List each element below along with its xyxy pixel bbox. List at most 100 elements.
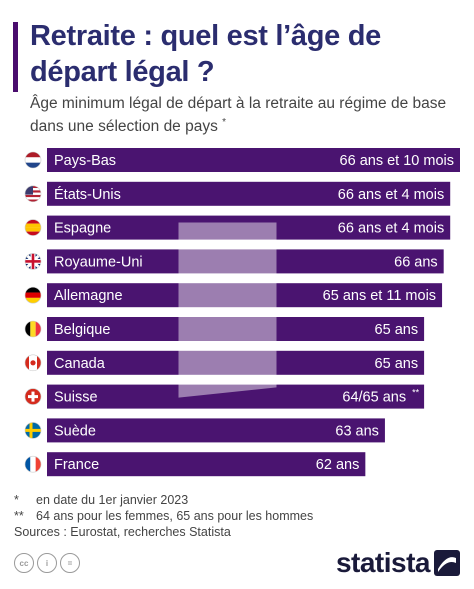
- bar-row: Pays-Bas 66 ans et 10 mois: [24, 148, 460, 172]
- value-label: 62 ans: [316, 457, 360, 473]
- bar-row: Royaume-Uni 66 ans: [24, 249, 444, 274]
- value-label: 65 ans: [375, 356, 419, 372]
- chart-title: Retraite : quel est l’âge de départ léga…: [30, 20, 381, 88]
- value-label: 66 ans et 4 mois: [338, 221, 444, 237]
- bar-chart: Pays-Bas 66 ans et 10 mois États-Unis 66 an…: [24, 148, 460, 477]
- spain-flag-stripe: [25, 223, 41, 228]
- canton: [25, 185, 33, 195]
- bar-row: Espagne 66 ans et 4 mois: [24, 215, 451, 240]
- switzerland-flag: [24, 388, 42, 405]
- bar: [47, 215, 451, 240]
- footnote-2-mark: **: [14, 509, 24, 523]
- bar-row: Allemagne 65 ans et 11 mois: [24, 283, 443, 308]
- uk-flag: [24, 253, 42, 270]
- germany-flag-outline: [24, 286, 42, 304]
- cross-h: [25, 428, 41, 432]
- value-label: 66 ans et 4 mois: [338, 187, 444, 203]
- bar: [47, 350, 425, 375]
- netherlands-flag-stripes: [25, 152, 41, 168]
- value-label: 66 ans et 10 mois: [340, 153, 454, 169]
- germany-flag-stripe: [25, 297, 41, 304]
- cc-icon[interactable]: cc: [14, 553, 34, 573]
- netherlands-flag-stripe: [25, 152, 41, 158]
- statista-logo[interactable]: statista: [336, 547, 460, 579]
- value-label: 63 ans: [335, 423, 379, 439]
- value-label: 65 ans: [375, 322, 419, 338]
- statista-logo-icon: [434, 550, 460, 576]
- stripe: [25, 197, 41, 200]
- category-label: Belgique: [54, 322, 110, 338]
- bar: [47, 384, 425, 409]
- netherlands-flag-stripe: [25, 162, 41, 168]
- value-label-mark: **: [412, 388, 420, 398]
- france-flag-outline: [24, 455, 42, 473]
- bar: [47, 249, 444, 274]
- belgium-flag-stripes: [25, 321, 41, 337]
- belgium-flag-stripe: [25, 321, 31, 337]
- category-label: Espagne: [54, 221, 111, 237]
- sources-text: Sources : Eurostat, recherches Statista: [14, 525, 231, 539]
- subtitle-text: Âge minimum légal de départ à la retrait…: [30, 95, 447, 136]
- subtitle-footnote-mark: *: [222, 117, 227, 128]
- cross-h-red: [25, 260, 41, 263]
- netherlands-flag: [24, 151, 42, 169]
- uk-flag-outline: [24, 253, 42, 270]
- netherlands-flag-outline: [24, 151, 42, 169]
- document-icon: [178, 222, 277, 398]
- footnote-2-text: 64 ans pour les femmes, 65 ans pour les …: [36, 509, 314, 523]
- by-icon[interactable]: i: [37, 553, 57, 573]
- switzerland-flag-outline: [24, 388, 42, 405]
- bar: [47, 181, 451, 206]
- switzerland-flag-stripes: [25, 388, 41, 405]
- spain-flag-stripe: [25, 227, 41, 232]
- canada-flag: [24, 354, 42, 372]
- belgium-flag: [24, 320, 42, 338]
- value-label: 66 ans: [394, 254, 438, 270]
- canada-flag-stripe: [25, 354, 29, 371]
- value-label: 64/65 ans: [342, 390, 406, 406]
- sweden-flag-outline: [24, 422, 42, 439]
- bar-row: États-Unis 66 ans et 4 mois: [24, 181, 451, 206]
- belgium-flag-stripe: [35, 321, 41, 337]
- bar: [47, 452, 366, 477]
- germany-flag: [24, 286, 42, 304]
- category-label: Pays-Bas: [54, 153, 116, 169]
- spain-flag: [24, 219, 42, 236]
- brand-name: statista: [335, 547, 431, 578]
- cross-h: [28, 395, 38, 399]
- usa-flag: [24, 185, 42, 203]
- germany-flag-stripe: [25, 287, 41, 293]
- stripe: [25, 199, 41, 202]
- chart-subtitle: Âge minimum légal de départ à la retrait…: [30, 94, 460, 136]
- canada-flag-stripe: [37, 354, 41, 371]
- category-label: Canada: [54, 356, 106, 372]
- bar: [47, 283, 443, 308]
- stripe: [25, 194, 41, 198]
- category-label: Suisse: [54, 390, 98, 406]
- document-icon-sheet: [178, 222, 277, 398]
- bar: [47, 148, 460, 172]
- belgium-flag-outline: [24, 320, 42, 338]
- category-label: Royaume-Uni: [54, 254, 143, 270]
- spain-flag-stripes: [25, 219, 41, 236]
- canada-flag-outline: [24, 354, 42, 372]
- spain-flag-outline: [24, 219, 42, 236]
- bar-row: France 62 ans: [24, 452, 366, 477]
- footnote-1-mark: *: [14, 493, 19, 507]
- bar-row: Canada 65 ans: [24, 350, 425, 375]
- usa-flag-outline: [24, 185, 42, 203]
- bar-row: Suisse 64/65 ans **: [24, 384, 425, 409]
- bar: [47, 317, 425, 341]
- license-icons: cc i =: [14, 553, 80, 573]
- title-accent-bar: [13, 22, 18, 92]
- category-label: Allemagne: [54, 288, 123, 304]
- category-label: Suède: [54, 423, 96, 439]
- france-flag-stripes: [25, 456, 41, 473]
- bar-row: Belgique 65 ans: [24, 317, 425, 341]
- equals-icon[interactable]: =: [60, 553, 80, 573]
- usa-flag-stripes: [25, 185, 41, 202]
- bar-row: Suède 63 ans: [24, 418, 385, 443]
- france-flag-stripe: [30, 456, 36, 473]
- footnote-2: ** 64 ans pour les femmes, 65 ans pour le…: [14, 508, 313, 524]
- spain-flag-stripe: [25, 231, 41, 236]
